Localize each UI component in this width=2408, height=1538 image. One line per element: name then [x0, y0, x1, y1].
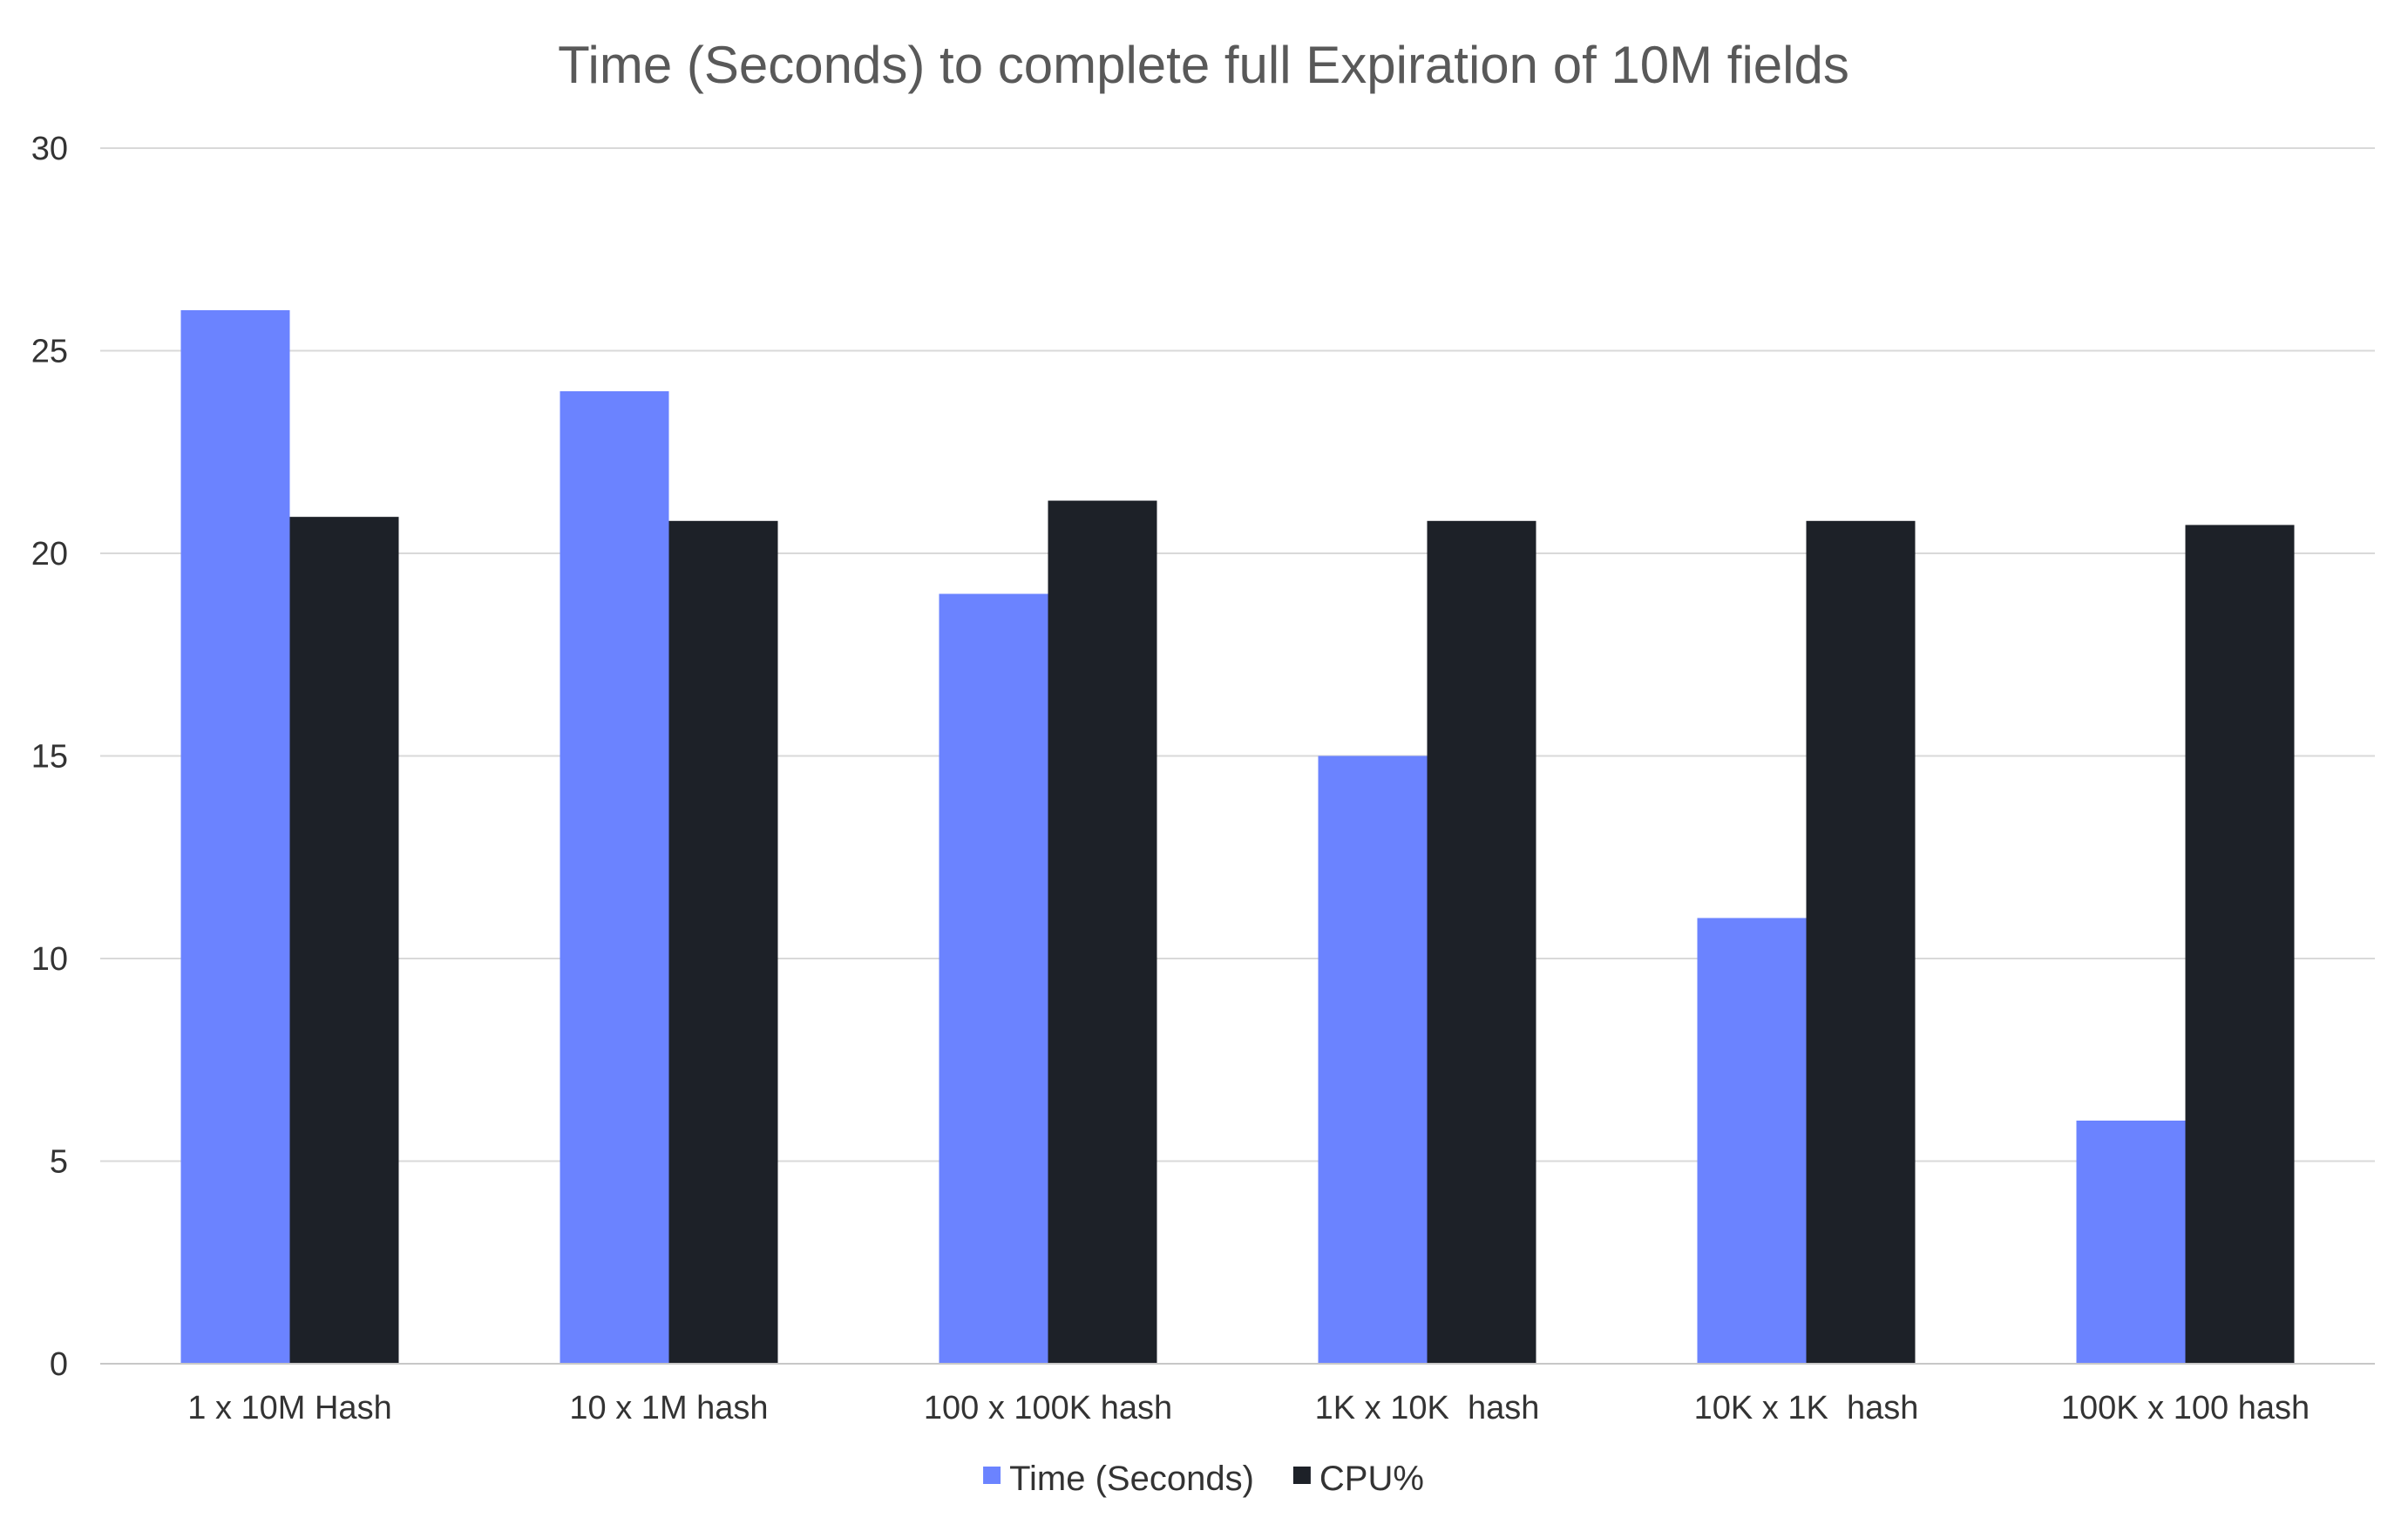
x-tick-label: 100 x 100K hash — [924, 1390, 1172, 1426]
legend: Time (Seconds) CPU% — [983, 1460, 1424, 1498]
bar-time — [560, 391, 669, 1364]
bar-cpu — [2185, 525, 2295, 1364]
legend-swatch — [983, 1467, 1001, 1484]
legend-swatch — [1292, 1467, 1311, 1484]
bars — [180, 310, 2295, 1364]
x-axis-tick-labels: 1 x 10M Hash 10 x 1M hash 100 x 100K hash 1… — [187, 1390, 2310, 1426]
y-tick-label: 20 — [31, 536, 68, 573]
bar-time — [1697, 918, 1807, 1364]
bar-cpu — [289, 517, 399, 1364]
x-tick-label: 1K x 10K hash — [1315, 1390, 1540, 1426]
y-tick-label: 15 — [31, 739, 68, 776]
x-tick-label: 100K x 100 hash — [2061, 1390, 2310, 1426]
y-tick-label: 5 — [50, 1144, 68, 1181]
bar-cpu — [1048, 500, 1157, 1364]
bar-time — [2076, 1121, 2186, 1364]
y-tick-label: 10 — [31, 941, 68, 978]
bar-time — [180, 310, 290, 1364]
bar-time — [939, 593, 1048, 1364]
y-tick-label: 30 — [31, 131, 68, 167]
x-tick-label: 10K x 1K hash — [1694, 1390, 1919, 1426]
y-tick-label: 0 — [50, 1346, 68, 1383]
legend-label: CPU% — [1319, 1460, 1424, 1498]
y-axis-tick-labels: 0 5 10 15 20 25 30 — [31, 131, 68, 1383]
bar-cpu — [668, 520, 778, 1364]
bar-cpu — [1806, 520, 1916, 1364]
y-tick-label: 25 — [31, 334, 68, 370]
x-tick-label: 10 x 1M hash — [569, 1390, 768, 1426]
gridlines — [100, 147, 2375, 1162]
legend-label: Time (Seconds) — [1009, 1460, 1254, 1498]
bar-cpu — [1427, 520, 1536, 1364]
bar-time — [1318, 755, 1428, 1364]
chart-title: Time (Seconds) to complete full Expirati… — [558, 36, 1849, 94]
x-tick-label: 1 x 10M Hash — [187, 1390, 391, 1426]
